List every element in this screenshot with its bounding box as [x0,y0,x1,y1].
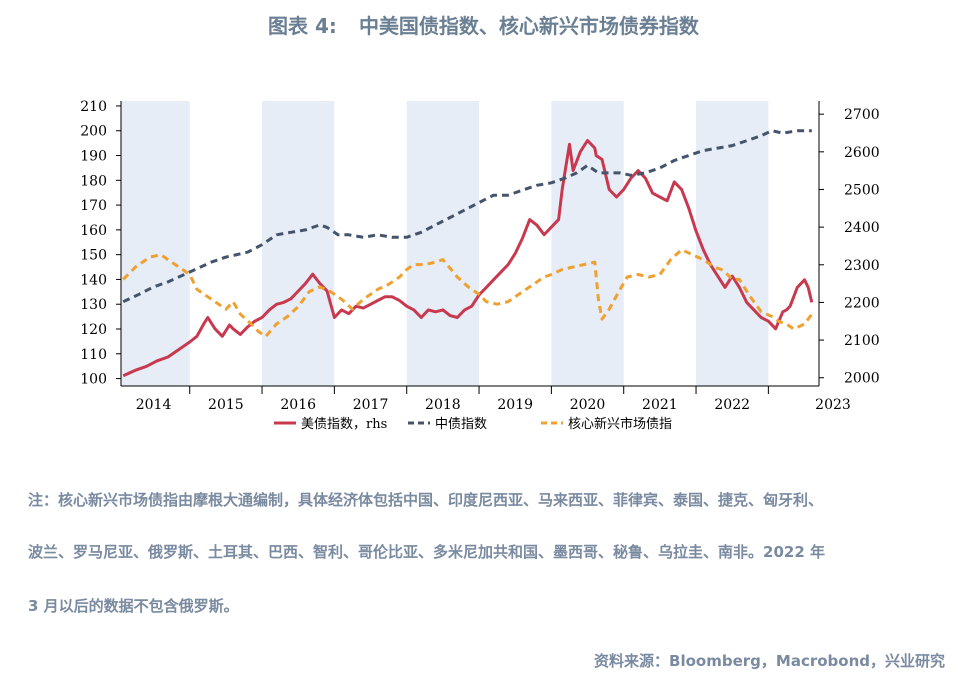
note-line-1: 注：核心新兴市场债指由摩根大通编制，具体经济体包括中国、印度尼西亚、马来西亚、菲… [28,491,824,509]
chart-title-label: 图表 4: [268,14,337,38]
x-tick-label: 2023 [815,397,851,413]
shaded-band [121,101,190,386]
right-tick-label: 2300 [844,258,880,274]
x-tick-label: 2016 [280,397,316,413]
right-tick-label: 2200 [844,295,880,311]
left-tick-label: 200 [80,124,107,140]
right-tick-label: 2500 [844,182,880,198]
right-tick-label: 2000 [844,371,880,387]
shaded-band [696,101,769,386]
left-tick-label: 180 [80,173,107,189]
chart-title-text: 中美国债指数、核心新兴市场债券指数 [358,14,699,38]
right-tick-label: 2100 [844,333,880,349]
x-tick-label: 2017 [353,397,389,413]
x-tick-label: 2021 [642,397,678,413]
right-tick-label: 2400 [844,220,880,236]
x-tick-label: 2022 [714,397,750,413]
left-tick-label: 150 [80,248,107,264]
left-tick-label: 110 [80,347,107,363]
x-tick-label: 2014 [136,397,172,413]
note-line-3: 3 月以后的数据不包含俄罗斯。 [28,597,239,615]
shaded-band [406,101,480,386]
us-bond-line [122,139,814,378]
left-tick-label: 120 [80,322,107,338]
legend-label: 美债指数，rhs [301,417,387,432]
legend-label: 中债指数 [435,417,487,432]
x-tick-label: 2018 [425,397,461,413]
x-tick-label: 2020 [570,397,606,413]
x-tick-label: 2019 [497,397,533,413]
left-tick-label: 210 [80,99,107,115]
left-tick-label: 170 [80,198,107,214]
em-bond-line [122,248,814,338]
note-line-2: 波兰、罗马尼亚、俄罗斯、土耳其、巴西、智利、哥伦比亚、多米尼加共和国、墨西哥、秘… [28,543,825,561]
left-tick-label: 130 [80,297,107,313]
right-tick-label: 2600 [844,145,880,161]
left-tick-label: 100 [80,372,107,388]
legend-label: 核心新兴市场债指 [568,416,672,432]
line-chart: 100 110 120 130 140 150 160 170 180 190 200 210 2000… [80,99,880,432]
shaded-band [262,101,335,386]
shaded-band [551,101,624,386]
chart-title: 图表 4: 中美国债指数、核心新兴市场债券指数 [0,10,967,39]
left-tick-label: 190 [80,149,107,165]
left-tick-label: 140 [80,272,107,288]
x-tick-label: 2015 [208,397,244,413]
source-note: 资料来源：Bloomberg，Macrobond，兴业研究 [594,652,945,670]
left-tick-label: 160 [80,223,107,239]
right-tick-label: 2700 [844,107,880,123]
